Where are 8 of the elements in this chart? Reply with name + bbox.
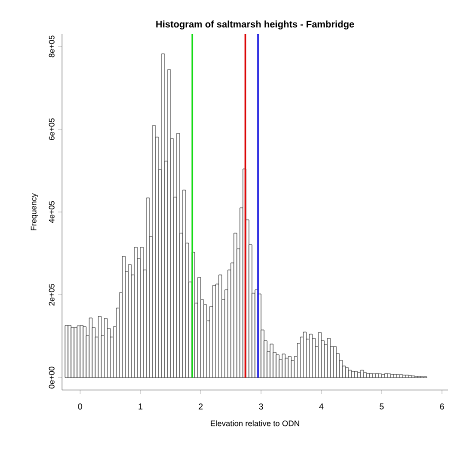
x-tick-label: 0 (78, 404, 82, 410)
x-tick-label: 5 (380, 404, 384, 410)
x-tick-label: 3 (259, 404, 264, 410)
x-tick-label: 4 (319, 404, 324, 410)
x-tick-label: 6 (440, 404, 444, 410)
chart-title: Histogram of saltmarsh heights - Fambridge (156, 20, 354, 30)
x-tick-label: 1 (138, 404, 142, 410)
x-tick-label: 2 (198, 404, 203, 410)
